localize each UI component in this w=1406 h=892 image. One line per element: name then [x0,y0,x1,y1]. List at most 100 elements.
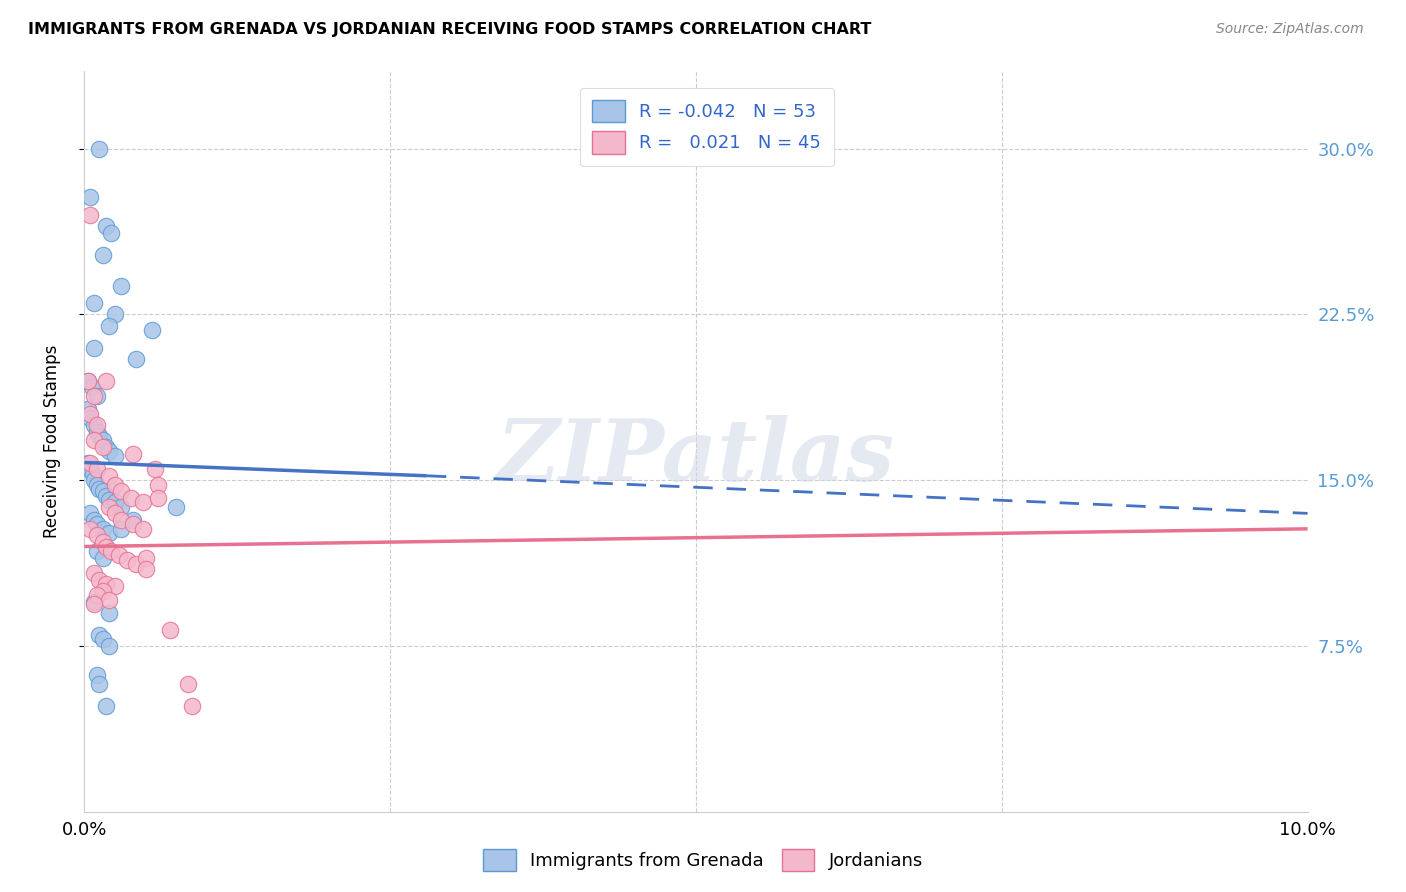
Point [110,500,132,514]
Point [91,632,114,647]
Point [80,380,103,394]
Point [86,477,108,491]
Point [96,374,118,388]
Point [141,323,163,337]
Point [91,583,114,598]
Y-axis label: Receiving Food Stamps: Receiving Food Stamps [42,345,60,538]
Point [87,676,110,690]
Point [87,429,110,443]
Point [82,467,104,481]
Point [104,507,127,521]
Point [77,402,100,417]
Point [96,440,118,454]
Point [159,624,181,638]
Point [110,484,132,499]
Point [97,606,120,620]
Text: ZIPatlas: ZIPatlas [496,415,896,498]
Point [91,550,114,565]
Point [132,495,155,509]
Point [79,190,101,204]
Point [83,566,105,580]
Point [97,500,120,514]
Point [165,500,187,514]
Point [104,579,127,593]
Point [91,535,114,549]
Text: Source: ZipAtlas.com: Source: ZipAtlas.com [1216,22,1364,37]
Point [146,477,169,491]
Point [91,484,114,499]
Point [77,456,100,470]
Point [83,389,105,403]
Point [87,573,110,587]
Point [177,676,200,690]
Point [96,698,118,713]
Point [86,667,108,681]
Point [125,558,148,572]
Point [91,522,114,536]
Point [79,411,101,425]
Legend: Immigrants from Grenada, Jordanians: Immigrants from Grenada, Jordanians [475,842,931,879]
Point [104,495,127,509]
Point [83,597,105,611]
Point [181,698,204,713]
Point [83,595,105,609]
Point [86,389,108,403]
Point [97,444,120,458]
Point [96,489,118,503]
Legend: R = -0.042   N = 53, R =   0.021   N = 45: R = -0.042 N = 53, R = 0.021 N = 45 [579,87,834,166]
Point [97,468,120,483]
Point [86,517,108,532]
Point [87,142,110,156]
Point [104,449,127,463]
Point [77,374,100,388]
Point [83,341,105,355]
Point [96,577,118,591]
Point [79,462,101,476]
Point [91,440,114,454]
Point [135,561,157,575]
Point [86,425,108,439]
Point [97,639,120,653]
Point [83,296,105,310]
Point [143,462,166,476]
Point [86,588,108,602]
Point [83,434,105,448]
Point [97,318,120,333]
Point [86,544,108,558]
Point [79,507,101,521]
Point [122,513,145,527]
Point [97,592,120,607]
Point [132,522,155,536]
Point [135,550,157,565]
Point [115,553,138,567]
Point [110,513,132,527]
Point [87,482,110,496]
Point [125,351,148,366]
Point [91,248,114,262]
Point [97,493,120,508]
Point [122,517,145,532]
Point [97,526,120,541]
Point [83,473,105,487]
Point [100,226,122,240]
Point [122,447,145,461]
Point [79,522,101,536]
Point [146,491,169,505]
Point [86,528,108,542]
Point [86,417,108,432]
Point [79,208,101,222]
Point [100,544,122,558]
Point [91,434,114,448]
Point [86,462,108,476]
Point [96,540,118,554]
Point [110,278,132,293]
Point [120,491,142,505]
Point [83,513,105,527]
Point [79,456,101,470]
Point [77,374,100,388]
Point [104,308,127,322]
Point [110,522,132,536]
Point [96,219,118,233]
Text: IMMIGRANTS FROM GRENADA VS JORDANIAN RECEIVING FOOD STAMPS CORRELATION CHART: IMMIGRANTS FROM GRENADA VS JORDANIAN REC… [28,22,872,37]
Point [79,407,101,421]
